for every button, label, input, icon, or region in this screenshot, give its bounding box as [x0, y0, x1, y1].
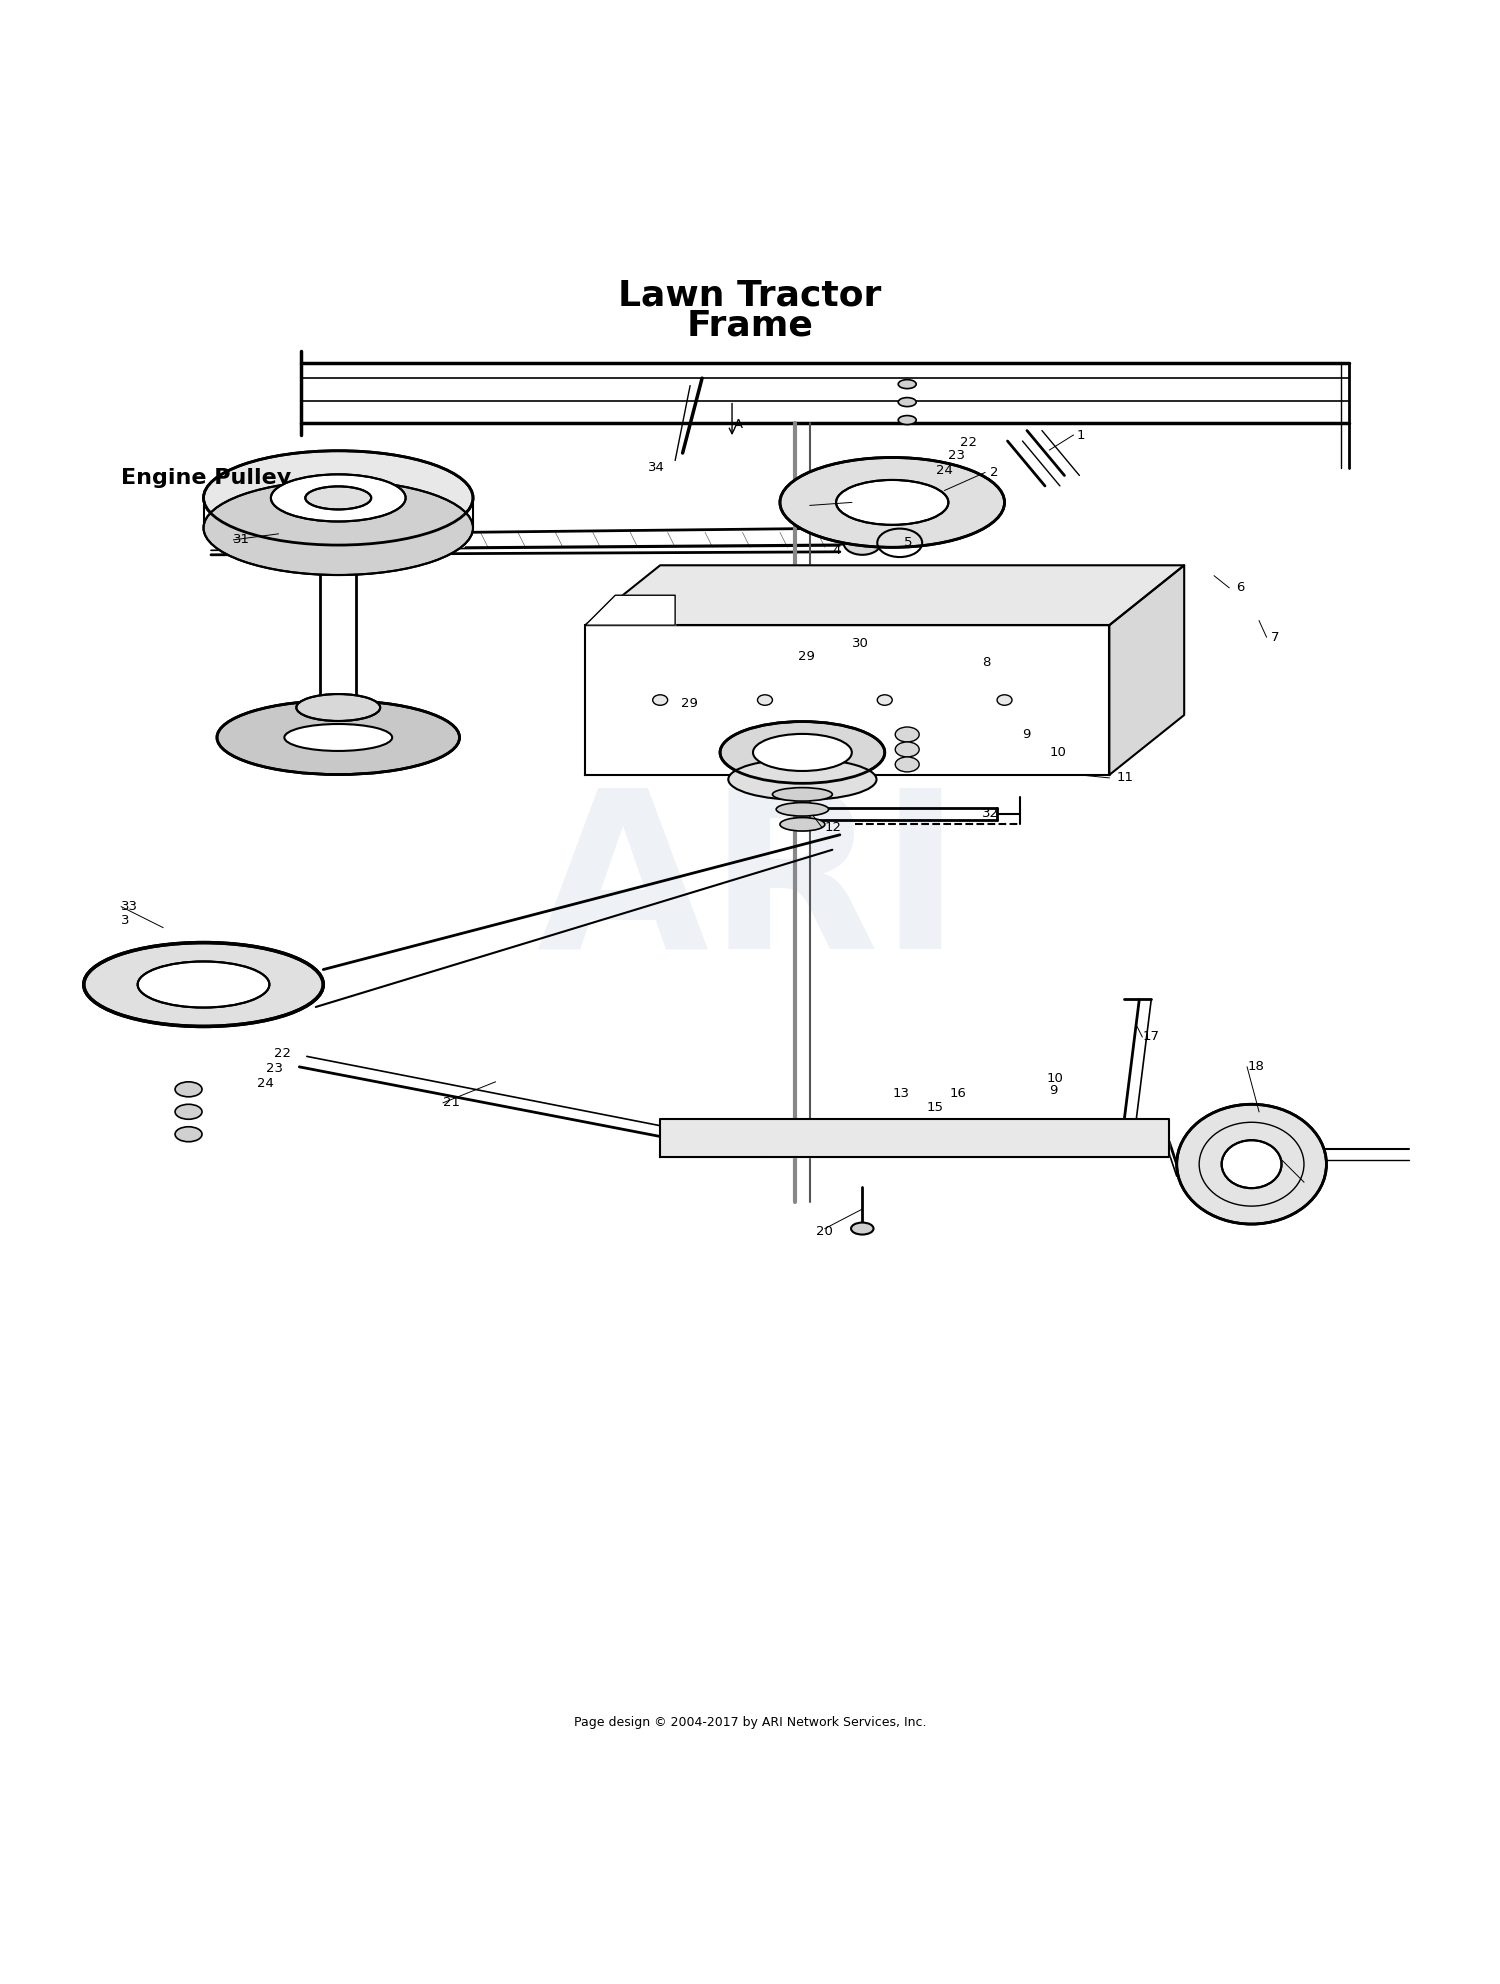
Text: 5: 5	[904, 536, 912, 550]
Ellipse shape	[138, 962, 270, 1008]
Ellipse shape	[896, 758, 920, 772]
Text: 18: 18	[1246, 1059, 1264, 1073]
Text: 22: 22	[274, 1048, 291, 1059]
Polygon shape	[585, 625, 1110, 776]
Text: 16: 16	[950, 1087, 966, 1101]
Ellipse shape	[843, 532, 880, 556]
Text: Page design © 2004-2017 by ARI Network Services, Inc.: Page design © 2004-2017 by ARI Network S…	[573, 1716, 926, 1730]
Ellipse shape	[772, 788, 832, 802]
Ellipse shape	[652, 694, 668, 704]
Text: 20: 20	[816, 1224, 834, 1238]
Polygon shape	[585, 565, 1184, 625]
Text: 9: 9	[1023, 728, 1031, 740]
Text: 24: 24	[258, 1077, 274, 1089]
Text: 29: 29	[681, 696, 698, 710]
Text: 13: 13	[892, 1087, 909, 1101]
Text: 34: 34	[648, 462, 664, 474]
Text: 17: 17	[1143, 1030, 1160, 1044]
Text: 32: 32	[982, 807, 999, 819]
Ellipse shape	[898, 379, 916, 389]
Text: 25: 25	[810, 782, 826, 796]
Ellipse shape	[729, 758, 876, 800]
Polygon shape	[1110, 565, 1184, 776]
Text: Frame: Frame	[687, 310, 813, 343]
Ellipse shape	[84, 942, 324, 1026]
Text: 3: 3	[855, 496, 864, 510]
Ellipse shape	[306, 486, 370, 510]
Text: 23: 23	[267, 1061, 284, 1075]
Text: 1: 1	[1077, 429, 1084, 442]
Ellipse shape	[998, 694, 1012, 704]
Text: 6: 6	[1236, 581, 1245, 595]
Ellipse shape	[878, 694, 892, 704]
Text: 30: 30	[852, 637, 868, 649]
Polygon shape	[660, 1119, 1168, 1157]
Text: 9: 9	[1050, 1085, 1058, 1097]
Text: Engine Pulley: Engine Pulley	[122, 468, 291, 488]
Polygon shape	[585, 595, 675, 625]
Text: 3: 3	[122, 915, 129, 927]
Text: Lawn Tractor: Lawn Tractor	[618, 280, 882, 313]
Ellipse shape	[176, 1081, 202, 1097]
Text: 26: 26	[819, 772, 836, 784]
Ellipse shape	[285, 724, 392, 752]
Text: 7: 7	[1270, 631, 1280, 643]
Text: 4: 4	[833, 544, 840, 558]
Text: 12: 12	[825, 821, 842, 833]
Ellipse shape	[217, 700, 459, 774]
Ellipse shape	[898, 397, 916, 407]
Ellipse shape	[204, 480, 472, 575]
Ellipse shape	[776, 804, 828, 815]
Ellipse shape	[204, 450, 472, 546]
Text: 23: 23	[948, 450, 964, 462]
Text: 29: 29	[798, 651, 814, 663]
Ellipse shape	[753, 734, 852, 772]
Text: 27: 27	[774, 748, 790, 760]
Text: 33: 33	[122, 901, 138, 913]
Text: 15: 15	[927, 1101, 944, 1113]
Text: 21: 21	[442, 1097, 460, 1109]
Ellipse shape	[1176, 1105, 1326, 1224]
Ellipse shape	[297, 694, 380, 720]
Text: 28: 28	[784, 762, 801, 776]
Ellipse shape	[1221, 1141, 1281, 1188]
Text: A: A	[734, 419, 742, 431]
Ellipse shape	[836, 480, 948, 526]
Ellipse shape	[896, 742, 920, 758]
Text: 11: 11	[1118, 772, 1134, 784]
Ellipse shape	[780, 458, 1005, 548]
Text: 8: 8	[982, 657, 990, 669]
Ellipse shape	[758, 694, 772, 704]
Ellipse shape	[896, 726, 920, 742]
Text: ARI: ARI	[537, 780, 963, 994]
Ellipse shape	[272, 474, 405, 522]
Ellipse shape	[780, 817, 825, 831]
Ellipse shape	[850, 1222, 873, 1234]
Ellipse shape	[176, 1127, 202, 1141]
Text: 31: 31	[234, 534, 250, 546]
Text: 19: 19	[1306, 1177, 1324, 1188]
Text: 2: 2	[990, 466, 998, 478]
Text: 10: 10	[1047, 1071, 1064, 1085]
Ellipse shape	[720, 722, 885, 784]
Text: 24: 24	[936, 464, 952, 478]
Text: 22: 22	[960, 436, 976, 448]
Text: 10: 10	[1050, 746, 1066, 760]
Text: 14: 14	[822, 1123, 839, 1137]
Ellipse shape	[898, 415, 916, 425]
Ellipse shape	[176, 1105, 202, 1119]
